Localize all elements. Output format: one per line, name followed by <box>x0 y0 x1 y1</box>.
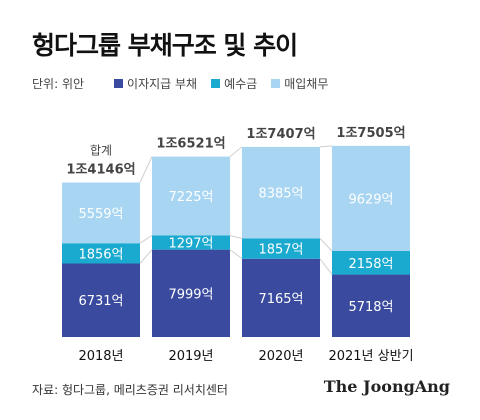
connector-line-0-1 <box>139 235 153 244</box>
data-label-payable-3: 9629억 <box>348 192 393 207</box>
legend-label-payable: 매입채무 <box>284 77 329 91</box>
connector-line-2-1 <box>319 238 333 252</box>
legend-label-deposit: 예수금 <box>224 77 258 91</box>
bar-deposit-2 <box>242 238 320 259</box>
connector-line-0-2 <box>139 156 153 183</box>
x-tick-label-1: 2019년 <box>168 349 213 364</box>
legend-label-debt: 이자지급 부채 <box>127 77 198 91</box>
x-tick-label-0: 2018년 <box>78 349 123 364</box>
connector-line-2-0 <box>319 258 333 275</box>
legend-swatch-debt <box>114 79 124 88</box>
unit-label: 단위: 위안 <box>32 77 85 91</box>
legend-swatch-payable <box>271 79 281 88</box>
data-label-payable-1: 7225억 <box>168 190 213 205</box>
bar-debt-1 <box>152 249 230 337</box>
data-label-deposit-3: 2158억 <box>348 257 393 272</box>
legend-item-deposit: 예수금 <box>211 75 257 92</box>
data-label-debt-2: 7165억 <box>258 292 303 307</box>
source-note: 자료: 헝다그룹, 메리츠증권 리서치센터 <box>32 383 228 397</box>
legend-item-debt: 이자지급 부채 <box>114 75 197 92</box>
connector-line-1-2 <box>229 146 243 157</box>
data-label-deposit-0: 1856억 <box>78 247 123 262</box>
connector-line-1-0 <box>229 249 243 260</box>
x-tick-label-3: 2021년 상반기 <box>328 349 413 364</box>
data-label-payable-0: 5559억 <box>78 207 123 222</box>
total-label-0: 1조4146억 <box>66 163 135 178</box>
bar-deposit-0 <box>62 243 140 264</box>
legend-item-payable: 매입채무 <box>271 75 328 92</box>
bar-deposit-3 <box>332 250 410 275</box>
bar-debt-0 <box>62 263 140 337</box>
data-label-debt-3: 5718억 <box>348 300 393 315</box>
x-tick-label-2: 2020년 <box>258 349 303 364</box>
connector-line-2-2 <box>319 145 333 148</box>
bar-payable-3 <box>332 145 410 251</box>
connector-line-1-1 <box>229 235 243 239</box>
legend-swatch-deposit <box>211 79 221 88</box>
data-label-deposit-2: 1857억 <box>258 243 303 258</box>
total-label-2: 1조7407억 <box>246 127 315 142</box>
bar-deposit-1 <box>152 235 230 250</box>
data-label-debt-0: 6731억 <box>78 294 123 309</box>
total-prefix-label: 합계 <box>90 144 112 158</box>
data-label-debt-1: 7999억 <box>168 287 213 302</box>
total-label-3: 1조7505억 <box>336 126 405 141</box>
bar-payable-1 <box>152 156 230 236</box>
bar-payable-2 <box>242 146 320 239</box>
bar-payable-0 <box>62 182 140 244</box>
data-label-deposit-1: 1297억 <box>168 237 213 252</box>
legend: 단위: 위안 이자지급 부채 예수금 매입채무 <box>32 75 342 92</box>
data-label-payable-2: 8385억 <box>258 187 303 202</box>
brand-logo: The JoongAng <box>323 377 450 396</box>
bar-debt-3 <box>332 274 410 337</box>
bar-debt-2 <box>242 258 320 337</box>
connector-line-0-0 <box>139 249 153 264</box>
total-label-1: 1조6521억 <box>156 137 225 152</box>
chart-title: 헝다그룹 부채구조 및 추이 <box>32 31 298 60</box>
